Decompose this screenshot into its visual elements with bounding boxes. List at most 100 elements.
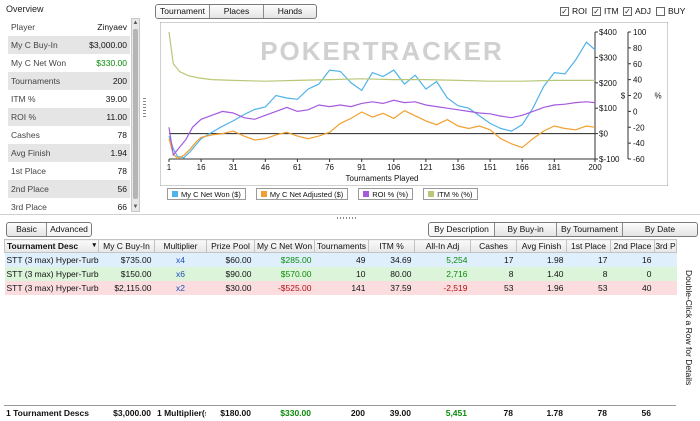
table-cell: $150.00 <box>98 266 155 281</box>
group-tab-group: By Description By Buy-in By Tournament B… <box>428 222 698 237</box>
column-header[interactable]: Cashes <box>470 239 517 253</box>
table-cell <box>654 280 677 295</box>
totals-cell: 5,451 <box>445 407 467 418</box>
column-header[interactable]: ITM % <box>368 239 415 253</box>
column-header[interactable]: 1st Place <box>566 239 611 253</box>
splitter-grip-horizontal[interactable] <box>337 217 357 219</box>
legend-swatch-icon <box>363 191 370 197</box>
legend-label: My C Net Won ($) <box>181 189 241 199</box>
tab-hands[interactable]: Hands <box>277 6 303 16</box>
itm-checkbox-label: ITM <box>604 6 619 16</box>
right-tick-label: 20 <box>633 92 642 101</box>
table-cell: 34.69 <box>368 252 415 267</box>
table-cell: 5,254 <box>414 252 471 267</box>
right-tick-label: 60 <box>633 60 642 69</box>
totals-cell <box>654 406 676 419</box>
column-header[interactable]: Tournaments <box>314 239 369 253</box>
column-header[interactable]: Multiplier <box>154 239 207 253</box>
roi-checkbox[interactable]: ✓ ROI <box>560 6 587 16</box>
overview-label: 1st Place <box>8 162 80 180</box>
table-row[interactable]: STT (3 max) Hyper-Turbo $735.00 x4 $60.00 $2… <box>4 252 677 267</box>
column-header[interactable]: My C Net Won <box>254 239 315 253</box>
scroll-down-icon[interactable]: ▼ <box>132 204 139 210</box>
x-tick-label: 151 <box>483 163 497 172</box>
table-row[interactable]: STT (3 max) Hyper-Turbo $2,115.00 x2 $30.00… <box>4 280 677 295</box>
itm-check-icon[interactable]: ✓ <box>592 6 601 16</box>
table-cell: STT (3 max) Hyper-Turbo <box>4 252 99 267</box>
overview-label: ITM % <box>8 90 80 108</box>
table-cell: 17 <box>566 252 611 267</box>
overview-value: 66 <box>79 198 130 216</box>
column-header[interactable]: My C Buy-In <box>98 239 155 253</box>
table-cell: 53 <box>470 280 517 295</box>
overview-row: My C Net Won $330.00 <box>8 54 130 72</box>
buy-checkbox-label: BUY <box>668 6 686 16</box>
totals-cell: 78 <box>597 407 607 418</box>
overview-label: Avg Finish <box>8 144 80 162</box>
tab-by-tournament[interactable]: By Tournament <box>557 223 623 236</box>
right-tick-label: 40 <box>633 76 642 85</box>
table-row[interactable]: STT (3 max) Hyper-Turbo $150.00 x6 $90.00 $5… <box>4 266 677 281</box>
buy-checkbox[interactable]: BUY <box>656 6 685 16</box>
overview-row: 2nd Place 56 <box>8 180 130 198</box>
totals-cell: $330.00 <box>280 407 311 418</box>
column-header[interactable]: 2nd Place <box>610 239 655 253</box>
section-divider <box>0 214 700 215</box>
table-cell: $30.00 <box>206 280 255 295</box>
overview-row: Avg Finish 1.94 <box>8 144 130 162</box>
overview-scrollbar[interactable]: ▲ ▼ <box>131 18 140 212</box>
right-tick-label: -20 <box>633 123 645 132</box>
table-cell: 0 <box>610 266 655 281</box>
double-click-hint: Double-Click a Row for Details <box>684 270 694 386</box>
overview-label: My C Buy-In <box>8 36 80 54</box>
tab-advanced[interactable]: Advanced <box>47 223 91 236</box>
chart-tab-group: Tournament Places Hands <box>155 4 317 19</box>
table-cell: 16 <box>610 252 655 267</box>
overview-table: Player Zinyaev My C Buy-In $3,000.00 My C Ne… <box>8 18 130 216</box>
tab-by-description[interactable]: By Description <box>429 223 495 236</box>
overview-value: $330.00 <box>79 54 130 72</box>
splitter-grip-vertical[interactable] <box>143 98 146 118</box>
table-cell: 1.40 <box>516 266 567 281</box>
tab-tournament[interactable]: Tournament <box>156 5 210 18</box>
right-tick-label: 100 <box>633 28 647 37</box>
overview-row: ITM % 39.00 <box>8 90 130 108</box>
table-cell: 80.00 <box>368 266 415 281</box>
sort-desc-icon[interactable]: ▾ <box>92 242 96 249</box>
adj-checkbox[interactable]: ✓ ADJ <box>623 6 651 16</box>
results-table: Tournament Desc ▾ My C Buy-In Multiplier Pr… <box>4 239 677 417</box>
roi-check-icon[interactable]: ✓ <box>560 6 569 16</box>
overview-row: Player Zinyaev <box>8 18 130 36</box>
chart-legend: My C Net Won ($) My C Net Adjusted ($) ROI… <box>167 188 478 200</box>
adj-check-icon[interactable]: ✓ <box>623 6 632 16</box>
column-header[interactable]: All-In Adj <box>414 239 471 253</box>
column-header[interactable]: 3rd P <box>654 239 677 253</box>
x-axis-title: Tournaments Played <box>346 174 419 183</box>
overview-value: 56 <box>79 180 130 198</box>
legend-label: My C Net Adjusted ($) <box>269 189 344 199</box>
overview-label: Player <box>8 18 80 36</box>
x-tick-label: 181 <box>548 163 562 172</box>
legend-item: My C Net Adjusted ($) <box>255 188 349 200</box>
table-cell: 2,716 <box>414 266 471 281</box>
overview-label: Tournaments <box>8 72 80 90</box>
column-header[interactable]: Prize Pool <box>206 239 255 253</box>
table-cell: 141 <box>314 280 369 295</box>
tab-places[interactable]: Places <box>210 5 264 18</box>
table-cell: $735.00 <box>98 252 155 267</box>
column-header[interactable]: Tournament Desc ▾ <box>4 239 99 253</box>
scroll-up-icon[interactable]: ▲ <box>132 20 139 26</box>
itm-checkbox[interactable]: ✓ ITM <box>592 6 619 16</box>
tab-by-buy-in[interactable]: By Buy-in <box>495 223 557 236</box>
table-cell: 1.98 <box>516 252 567 267</box>
overview-value: $3,000.00 <box>79 36 130 54</box>
tab-by-date[interactable]: By Date <box>644 224 676 234</box>
buy-check-icon[interactable] <box>656 6 665 16</box>
right-tick-label: 80 <box>633 44 642 53</box>
scrollbar-thumb[interactable] <box>133 29 138 199</box>
series-line-2 <box>168 99 596 157</box>
table-cell <box>654 266 677 281</box>
right-tick-label: 0 <box>633 107 638 116</box>
tab-basic[interactable]: Basic <box>7 223 47 236</box>
column-header[interactable]: Avg Finish <box>516 239 567 253</box>
